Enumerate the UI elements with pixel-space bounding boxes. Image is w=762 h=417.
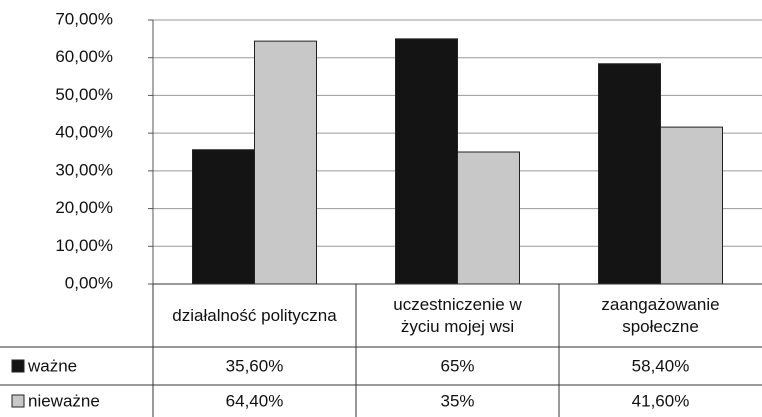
y-tick-label: 40,00%	[55, 123, 113, 142]
bar	[192, 149, 255, 285]
data-label: 58,40%	[632, 356, 690, 375]
y-tick-label: 0,00%	[65, 273, 113, 292]
y-tick-label: 10,00%	[55, 236, 113, 255]
legend-swatch	[11, 394, 25, 408]
data-label: 41,60%	[632, 391, 690, 410]
y-tick-label: 70,00%	[55, 9, 113, 28]
data-label: 35,60%	[226, 356, 284, 375]
bar	[457, 151, 520, 285]
bar	[254, 40, 317, 285]
legend-label: nieważne	[28, 391, 100, 410]
y-tick-label: 20,00%	[55, 198, 113, 217]
y-tick-label: 30,00%	[55, 160, 113, 179]
y-tick-label: 50,00%	[55, 85, 113, 104]
bar	[598, 63, 661, 285]
category-cell: zaangażowanie społeczne	[601, 294, 720, 336]
x-tick-label: działalność polityczna	[172, 305, 337, 325]
data-label: 35%	[440, 391, 474, 410]
y-tick-label: 60,00%	[55, 47, 113, 66]
x-tick-label: uczestniczenie w życiu mojej wsi	[393, 294, 522, 336]
bar	[395, 38, 458, 285]
legend-swatch	[11, 359, 25, 373]
data-label: 65%	[440, 356, 474, 375]
legend-label: ważne	[27, 356, 77, 375]
bar	[660, 126, 723, 285]
category-cell: działalność polityczna	[172, 305, 337, 325]
x-tick-label: zaangażowanie społeczne	[601, 294, 720, 336]
category-cell: uczestniczenie w życiu mojej wsi	[393, 294, 522, 336]
data-label: 64,40%	[226, 391, 284, 410]
